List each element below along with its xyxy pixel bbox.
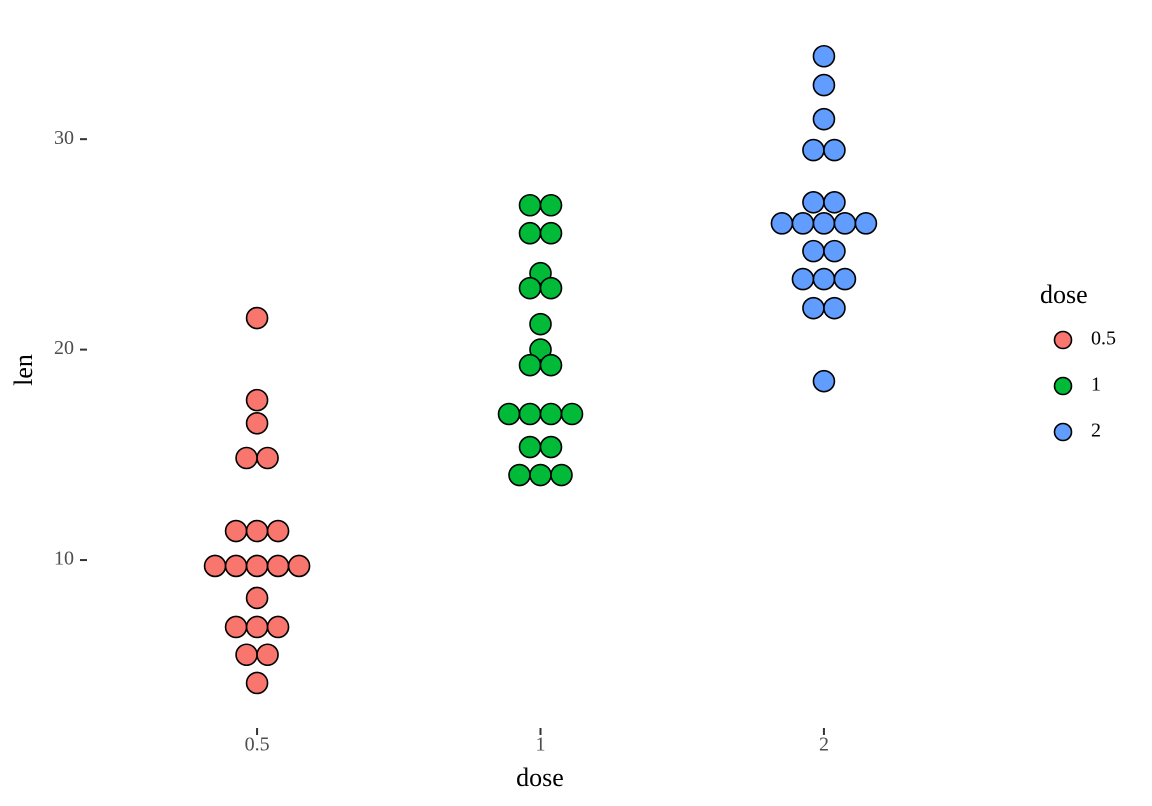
dot (812, 369, 836, 393)
legend-label: 1 (1091, 374, 1101, 396)
dot (245, 554, 269, 578)
dot (287, 554, 311, 578)
dot (518, 276, 542, 300)
dot (203, 554, 227, 578)
y-axis-label: len (9, 354, 38, 386)
dot (823, 296, 846, 320)
dot (802, 239, 825, 263)
legend-swatch (1053, 376, 1073, 396)
dot (245, 306, 269, 330)
legend-swatch (1053, 422, 1073, 442)
y-tick-label: 20 (54, 337, 74, 359)
legend-label: 0.5 (1091, 328, 1116, 350)
dot (266, 519, 290, 543)
dot (224, 519, 248, 543)
dot (791, 267, 815, 291)
dot (245, 615, 269, 639)
y-tick-label: 30 (54, 127, 74, 149)
legend-title: dose (1040, 280, 1088, 309)
dot (854, 212, 878, 235)
dot (518, 435, 542, 459)
legend-label: 2 (1091, 420, 1101, 442)
dot (529, 463, 552, 487)
dot (823, 190, 846, 214)
dot (224, 554, 248, 578)
dot (539, 221, 563, 245)
dot (266, 615, 290, 639)
dot (823, 138, 846, 162)
x-tick-label: 1 (536, 734, 546, 756)
dot (812, 73, 836, 97)
dot (518, 402, 542, 426)
dot (518, 221, 542, 245)
dot (224, 615, 248, 639)
dot (245, 586, 269, 610)
dot (539, 402, 563, 426)
dot (518, 193, 542, 217)
x-axis-label: dose (516, 763, 564, 792)
dot (245, 671, 269, 695)
dot (802, 190, 825, 214)
dot (529, 338, 552, 361)
dot (539, 353, 563, 377)
dot (560, 402, 584, 426)
dot (539, 276, 563, 300)
dot (802, 138, 825, 162)
dot (770, 212, 794, 235)
dot (802, 296, 825, 320)
dot (812, 267, 836, 291)
dot (266, 554, 290, 578)
dot (529, 312, 552, 336)
legend-swatch (1053, 330, 1073, 350)
dot (508, 463, 531, 487)
dot (497, 402, 521, 426)
dot (812, 44, 836, 68)
dot (539, 193, 563, 217)
dot (245, 519, 269, 543)
dot (539, 435, 563, 459)
dot (235, 643, 258, 667)
dot (256, 446, 279, 470)
dot (812, 107, 836, 131)
dot (256, 643, 279, 667)
dot (833, 212, 857, 235)
dot (791, 212, 815, 235)
dot (833, 267, 857, 291)
dot (823, 239, 846, 263)
x-tick-label: 0.5 (245, 734, 270, 756)
dot (245, 411, 269, 435)
dot (518, 353, 542, 377)
dot (245, 388, 269, 412)
y-tick-label: 10 (54, 548, 74, 570)
dot (235, 446, 258, 470)
x-tick-label: 2 (819, 734, 829, 756)
dot (550, 463, 573, 487)
dot (812, 212, 836, 235)
